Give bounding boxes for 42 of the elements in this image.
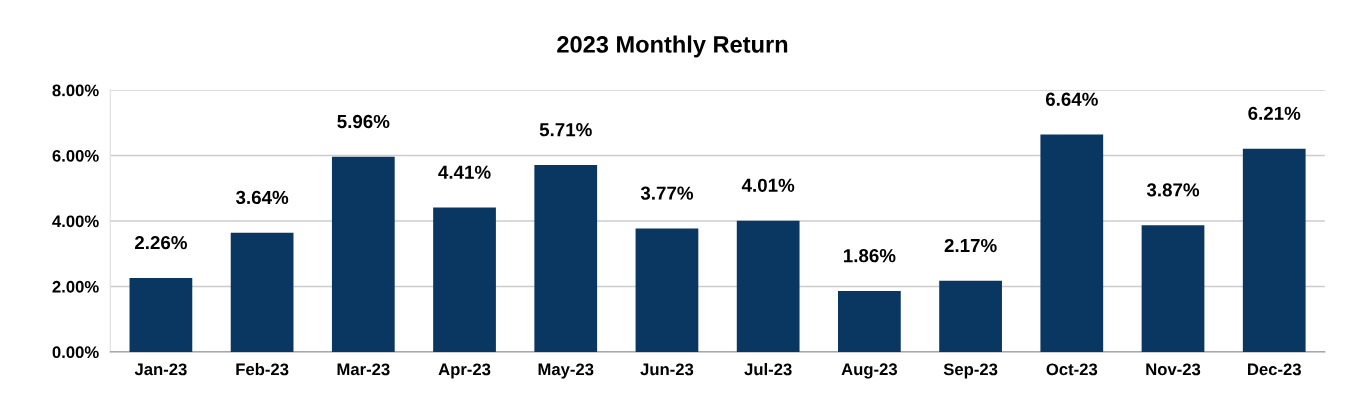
x-tick-label: Aug-23 — [841, 363, 898, 379]
x-tick-label: Sep-23 — [943, 363, 998, 379]
data-label: 3.77% — [640, 186, 694, 200]
data-label: 4.41% — [438, 165, 491, 179]
data-label: 6.64% — [1045, 92, 1098, 106]
x-tick-label: Jan-23 — [134, 363, 187, 376]
bar — [433, 207, 496, 352]
x-tick-label: Feb-23 — [236, 363, 289, 376]
data-label: 1.86% — [843, 249, 896, 263]
x-tick-label: Nov-23 — [1146, 363, 1201, 376]
x-tick-label: Dec-23 — [1248, 363, 1301, 376]
data-label: 3.87% — [1146, 183, 1200, 197]
data-label: 4.01% — [741, 178, 795, 192]
bar — [939, 280, 1002, 352]
bar — [1141, 225, 1205, 352]
bar — [736, 220, 800, 352]
y-tick-label: 4.00% — [52, 215, 99, 228]
x-tick-label: Jul-23 — [744, 363, 792, 376]
data-label: 2.17% — [944, 238, 997, 253]
y-tick-label: 0.00% — [52, 346, 99, 359]
y-tick-label: 2.00% — [52, 280, 99, 293]
x-tick-label: Apr-23 — [438, 363, 491, 379]
bar — [1242, 148, 1306, 352]
chart-title: 2023 Monthly Return — [557, 35, 788, 58]
data-label: 5.96% — [337, 114, 390, 129]
bar — [635, 228, 699, 352]
x-tick-label: Mar-23 — [337, 363, 390, 376]
data-label: 3.64% — [235, 190, 289, 205]
data-label: 2.26% — [134, 235, 187, 250]
bar — [534, 165, 598, 352]
bar — [331, 156, 395, 352]
x-tick-label: May-23 — [538, 363, 594, 379]
bar — [129, 277, 193, 352]
bar — [838, 291, 901, 352]
data-label: 6.21% — [1248, 106, 1301, 120]
x-tick-label: Jun-23 — [640, 363, 694, 376]
data-label: 5.71% — [539, 123, 592, 137]
bar — [1040, 134, 1104, 352]
y-tick-label: 8.00% — [52, 84, 99, 97]
x-tick-label: Oct-23 — [1046, 363, 1098, 376]
y-tick-label: 6.00% — [52, 149, 99, 162]
bar — [230, 232, 294, 352]
